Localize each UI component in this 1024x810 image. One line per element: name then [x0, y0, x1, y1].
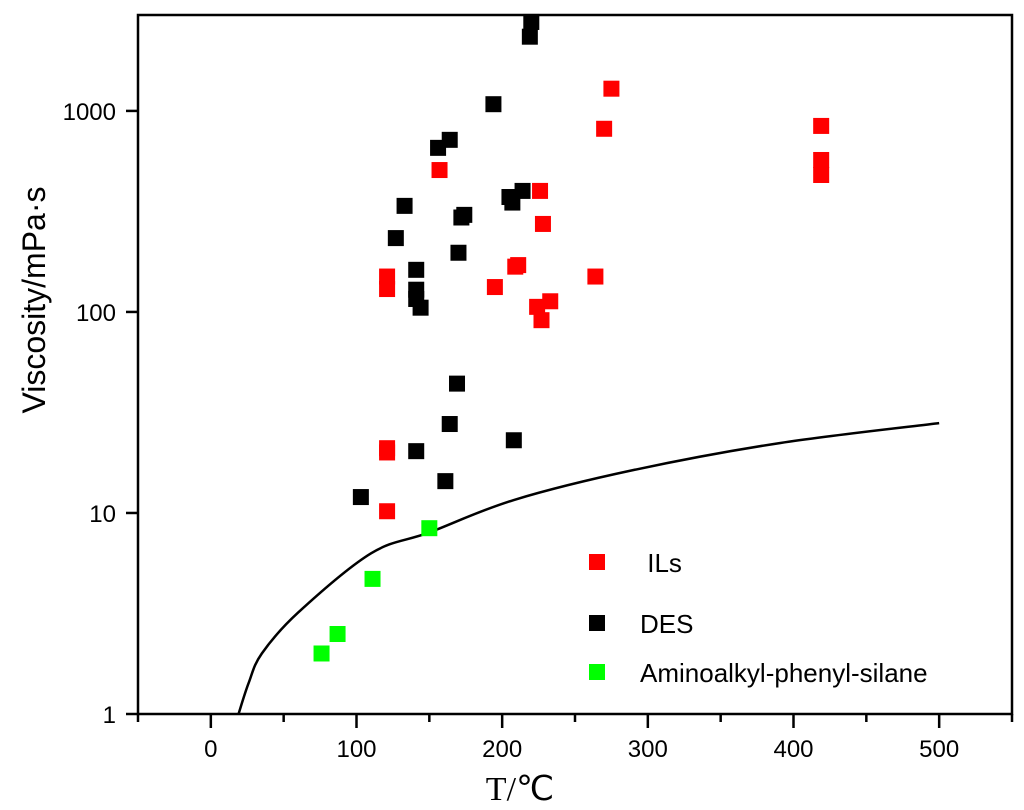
x-tick-label: 0: [204, 736, 217, 763]
y-tick-label: 1000: [63, 99, 116, 126]
data-point-aminoalkyl-phenyl-silane: [421, 520, 438, 537]
data-point-des: [437, 473, 454, 490]
data-point-ils: [379, 444, 396, 461]
y-tick-label: 100: [76, 300, 116, 327]
data-point-des: [504, 194, 521, 211]
data-point-des: [408, 443, 425, 460]
x-axis-title: T/℃: [486, 771, 554, 808]
data-point-des: [412, 299, 429, 316]
data-point-ils: [542, 293, 559, 310]
data-point-ils: [379, 281, 396, 298]
y-tick-label: 10: [89, 501, 116, 528]
x-tick-label: 200: [482, 736, 522, 763]
data-point-des: [450, 244, 467, 261]
x-tick-label: 300: [628, 736, 668, 763]
legend-marker-des: [589, 615, 605, 631]
data-point-ils: [379, 503, 396, 520]
x-tick-label: 100: [336, 736, 376, 763]
data-point-des: [453, 209, 470, 226]
data-point-ils: [603, 80, 620, 97]
y-axis-tick-labels: 1 10 100 1000: [63, 99, 116, 729]
data-point-ils: [486, 279, 503, 296]
legend-label-ils: ILs: [640, 548, 682, 578]
data-point-ils: [431, 162, 448, 179]
legend: ILs DES Aminoalkyl-phenyl-silane: [589, 548, 928, 688]
data-point-ils: [533, 312, 550, 329]
data-point-des: [396, 197, 413, 214]
data-point-des: [352, 489, 369, 506]
data-point-ils: [813, 166, 830, 183]
data-point-des: [505, 432, 522, 449]
data-point-des: [485, 96, 502, 113]
data-point-ils: [507, 258, 524, 275]
data-point-ils: [596, 120, 613, 137]
legend-label-aminoalkyl-phenyl-silane: Aminoalkyl-phenyl-silane: [640, 658, 928, 688]
data-point-ils: [529, 298, 546, 315]
x-tick-label: 400: [773, 736, 813, 763]
data-point-aminoalkyl-phenyl-silane: [364, 570, 381, 587]
data-point-des: [523, 13, 540, 30]
x-axis-tick-labels: 0 100 200 300 400 500: [204, 736, 959, 763]
data-point-ils: [587, 268, 604, 285]
data-point-des: [441, 416, 458, 433]
y-axis-title: Viscosity/mPa·s: [16, 186, 52, 413]
data-point-ils: [813, 151, 830, 168]
y-axis-ticks: [126, 109, 138, 716]
data-point-des: [521, 28, 538, 45]
plot-frame: [136, 13, 1014, 716]
data-points: [313, 13, 830, 662]
y-tick-label: 1: [103, 702, 116, 729]
data-point-des: [408, 261, 425, 278]
legend-marker-ils: [589, 554, 605, 570]
data-point-aminoalkyl-phenyl-silane: [329, 626, 346, 643]
data-point-des: [430, 139, 447, 156]
data-point-des: [449, 375, 466, 392]
x-axis-ticks: [136, 714, 1014, 728]
data-point-des: [387, 230, 404, 247]
data-point-aminoalkyl-phenyl-silane: [313, 645, 330, 662]
data-point-ils: [534, 215, 551, 232]
data-point-ils: [532, 182, 549, 199]
x-tick-label: 500: [919, 736, 959, 763]
data-point-ils: [379, 268, 396, 285]
data-point-ils: [813, 117, 830, 134]
legend-marker-aminoalkyl-phenyl-silane: [589, 664, 605, 680]
legend-label-des: DES: [640, 609, 693, 639]
